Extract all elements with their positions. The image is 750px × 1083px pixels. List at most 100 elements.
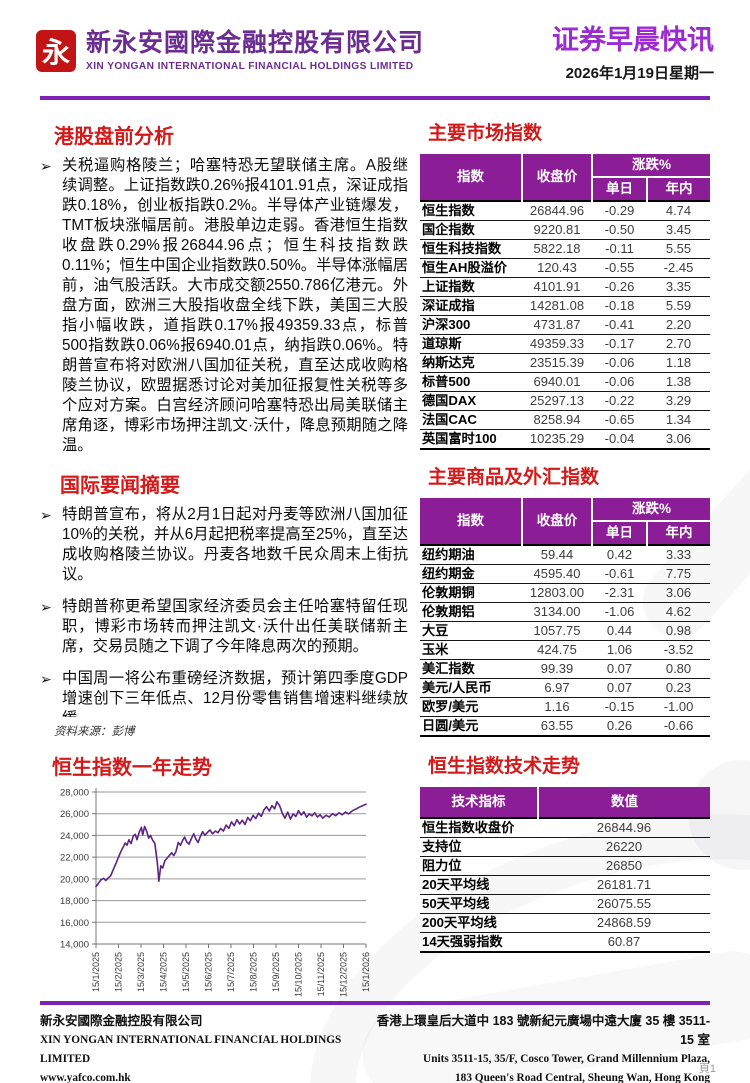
row-value: 120.43 [537, 260, 577, 275]
row-value: -0.26 [604, 279, 635, 294]
market-table-header: 指数 收盘价 涨跌% 单日 年内 [420, 154, 711, 201]
row-value: -0.22 [604, 393, 635, 408]
row-value: -0.55 [604, 260, 635, 275]
col-header-value: 数值 [537, 787, 710, 818]
footer-address-en1: Units 3511-15, 35/F, Cosco Tower, Grand … [423, 1053, 710, 1065]
table-row: 恒生指数收盘价 26844.96 [420, 818, 710, 838]
company-name-cn: 新永安國際金融控股有限公司 [86, 29, 425, 57]
table-row: 恒生指数 26844.96 -0.29 4.74 [420, 201, 711, 221]
col-header-close: 收盘价 [521, 154, 592, 201]
row-value: 2.20 [665, 317, 692, 332]
report-title: 证券早晨快讯 [552, 25, 714, 55]
row-label: 阻力位 [422, 858, 462, 873]
row-value: 3.06 [665, 585, 692, 600]
row-value: 4595.40 [533, 566, 581, 581]
bullet-arrow-icon: ➢ [40, 671, 52, 687]
row-value: 5.59 [665, 298, 692, 313]
footer-company-en: XIN YONGAN INTERNATIONAL FINANCIAL HOLDI… [40, 1034, 342, 1065]
row-value: -0.11 [605, 241, 634, 256]
footer-company-block: 新永安國際金融控股有限公司 XIN YONGAN INTERNATIONAL F… [40, 1012, 371, 1083]
table-row: 道琼斯 49359.33 -0.17 2.70 [420, 335, 711, 354]
table-row: 伦敦期铜 12803.00 -2.31 3.06 [420, 584, 711, 603]
row-value: 3.35 [665, 279, 692, 294]
tech-table-header: 技术指标 数值 [420, 787, 710, 818]
table-row: 恒生科技指数 5822.18 -0.11 5.55 [420, 240, 711, 259]
row-label: 伦敦期铝 [422, 604, 475, 619]
row-label: 标普500 [422, 374, 471, 389]
market-indices-table: 指数 收盘价 涨跌% 单日 年内 恒生指数 26844.96 -0.29 4.74 国企… [420, 154, 711, 450]
row-label: 大豆 [422, 623, 449, 638]
premarket-bullet-list: ➢ 关税逼购格陵兰；哈塞特恐无望联储主席。A股继续调整。上证指数跌0.26%报41… [40, 156, 408, 457]
x-tick-label: 15/1/2025 [91, 952, 101, 992]
row-value: 60.87 [607, 934, 641, 949]
row-label: 14天强弱指数 [422, 934, 503, 949]
row-value: 1.16 [544, 699, 570, 714]
y-tick-label: 16,000 [60, 918, 89, 929]
row-label: 玉米 [422, 642, 449, 657]
section-title-hsi-technical: 恒生指数技术走势 [428, 756, 581, 777]
row-value: 26075.55 [596, 896, 652, 911]
x-tick-label: 15/11/2025 [316, 952, 326, 996]
row-label: 上证指数 [422, 279, 475, 294]
table-row: 20天平均线 26181.71 [420, 876, 710, 895]
table-row: 玉米 424.75 1.06 -3.52 [420, 641, 711, 660]
x-tick-label: 15/3/2025 [136, 952, 146, 992]
company-logo-icon: 永 [36, 30, 76, 72]
footer-divider [40, 1001, 710, 1005]
table-row: 200天平均线 24868.59 [420, 914, 710, 933]
row-value: 9220.81 [533, 222, 581, 237]
table-row: 14天强弱指数 60.87 [420, 933, 710, 952]
footer-company-cn: 新永安國際金融控股有限公司 [40, 1014, 203, 1028]
col-header-ytd: 年内 [645, 176, 711, 201]
table-row: 法国CAC 8258.94 -0.65 1.34 [420, 411, 711, 430]
news-item: ➢ 中国周一将公布重磅经济数据，预计第四季度GDP增速创下三年低点、12月份零售销… [40, 669, 408, 717]
row-value: -2.31 [604, 585, 635, 600]
row-value: 26844.96 [529, 203, 585, 218]
row-value: 5.55 [665, 241, 692, 256]
x-tick-label: 15/7/2025 [226, 952, 236, 992]
table-row: 欧罗/美元 1.16 -0.15 -1.00 [420, 698, 711, 717]
table-row: 标普500 6940.01 -0.06 1.38 [420, 373, 711, 392]
col-header-ytd: 年内 [645, 520, 711, 545]
section-title-market-indices: 主要市场指数 [428, 123, 543, 144]
hsi-chart-svg: 14,000 16,000 18,000 20,000 22,000 24,000 26,0… [60, 788, 371, 998]
table-row: 纽约期金 4595.40 -0.61 7.75 [420, 565, 711, 584]
row-value: 26850 [605, 858, 643, 873]
page-header: 永 新永安國際金融控股有限公司 XIN YONGAN INTERNATIONAL… [36, 24, 714, 88]
table-row: 美汇指数 99.39 0.07 0.80 [420, 660, 711, 679]
row-value: -0.61 [604, 566, 635, 581]
source-note: 资料来源：彭博 [54, 726, 135, 738]
x-tick-label: 15/6/2025 [204, 952, 214, 992]
col-header-change: 涨跌% [590, 498, 711, 521]
row-label: 美元/人民币 [422, 680, 492, 695]
row-label: 深证成指 [422, 298, 475, 313]
row-value: 6940.01 [533, 374, 581, 389]
row-value: 0.07 [606, 661, 633, 676]
row-label: 纽约期金 [422, 566, 475, 581]
table-row: 沪深300 4731.87 -0.41 2.20 [420, 316, 711, 335]
y-tick-label: 26,000 [60, 809, 89, 820]
hsi-technical-table: 技术指标 数值 恒生指数收盘价 26844.96 支持位 26220 阻力位 26850 2… [420, 787, 710, 953]
row-label: 恒生指数 [422, 203, 475, 218]
commodity-table-header: 指数 收盘价 涨跌% 单日 年内 [420, 498, 711, 545]
header-divider [40, 96, 710, 100]
col-header-daily: 单日 [591, 176, 647, 201]
report-date: 2026年1月19日星期一 [565, 65, 714, 82]
row-value: 25297.13 [529, 393, 585, 408]
row-value: 0.98 [665, 623, 692, 638]
row-value: -0.06 [604, 355, 635, 370]
y-tick-label: 14,000 [60, 940, 89, 951]
row-value: -0.15 [604, 699, 635, 714]
row-label: 德国DAX [422, 393, 477, 408]
row-value: 26181.71 [596, 877, 652, 892]
col-header-daily: 单日 [591, 520, 647, 545]
row-label: 日圆/美元 [422, 718, 479, 733]
row-value: 1.38 [665, 374, 692, 389]
row-value: 0.23 [665, 680, 692, 695]
row-value: 8258.94 [533, 412, 581, 427]
row-value: 424.75 [537, 642, 577, 657]
row-value: 1057.75 [533, 623, 581, 638]
row-label: 20天平均线 [422, 877, 490, 892]
row-label: 恒生AH股溢价 [422, 260, 507, 275]
row-value: -0.17 [604, 336, 635, 351]
